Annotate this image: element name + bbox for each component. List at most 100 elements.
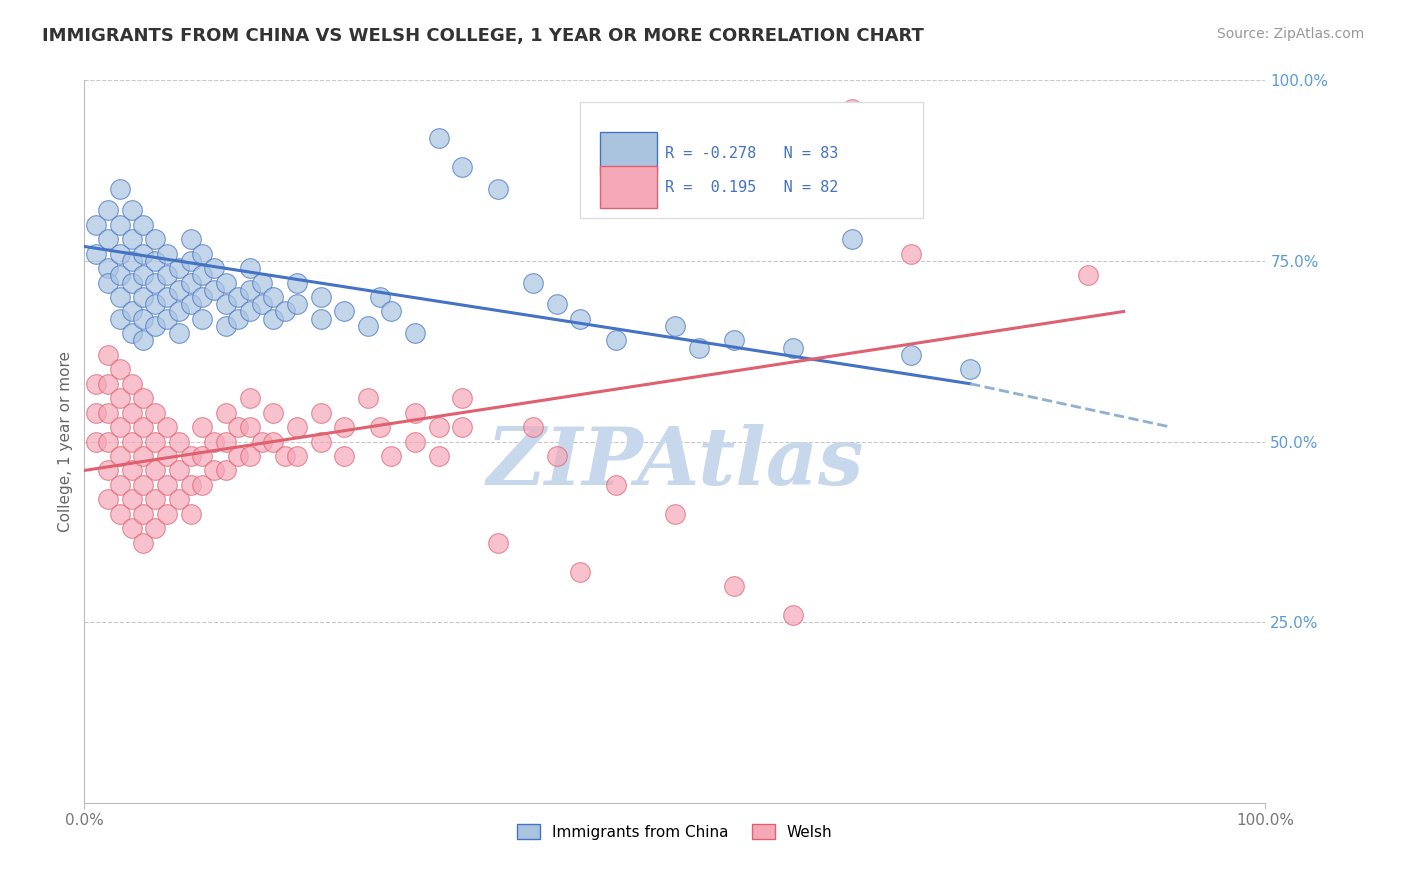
Point (121, 326, 143, 340)
Point (132, 535, 155, 549)
Point (605, 334, 627, 348)
Point (121, 304, 143, 318)
Point (239, 283, 262, 297)
Text: Source: ZipAtlas.com: Source: ZipAtlas.com (1216, 27, 1364, 41)
Point (121, 203, 143, 218)
Point (782, 607, 804, 622)
Point (215, 434, 238, 449)
Point (143, 492, 166, 507)
Point (180, 478, 202, 492)
Text: R =  0.195   N = 82: R = 0.195 N = 82 (665, 179, 839, 194)
Point (239, 304, 262, 318)
Point (900, 348, 922, 362)
Point (191, 246, 214, 260)
Point (97, 232, 120, 246)
Point (167, 492, 190, 507)
Point (132, 246, 155, 260)
Legend: Immigrants from China, Welsh: Immigrants from China, Welsh (512, 818, 838, 846)
Point (688, 341, 710, 355)
Point (121, 406, 143, 420)
Point (97, 406, 120, 420)
Point (191, 420, 214, 434)
Point (333, 304, 356, 318)
Point (132, 268, 155, 283)
Point (108, 449, 131, 463)
Point (143, 434, 166, 449)
Point (285, 449, 308, 463)
Point (108, 391, 131, 405)
Point (143, 463, 166, 477)
Point (486, 535, 509, 549)
Point (108, 362, 131, 376)
Point (333, 420, 356, 434)
Point (191, 290, 214, 304)
Point (546, 297, 568, 311)
Point (132, 478, 155, 492)
Point (569, 565, 592, 579)
Point (262, 434, 284, 449)
Point (191, 478, 214, 492)
Point (84, 246, 107, 260)
Point (486, 182, 509, 196)
Point (333, 449, 356, 463)
Point (108, 420, 131, 434)
Point (357, 391, 380, 405)
Point (782, 341, 804, 355)
Point (97, 348, 120, 362)
Text: IMMIGRANTS FROM CHINA VS WELSH COLLEGE, 1 YEAR OR MORE CORRELATION CHART: IMMIGRANTS FROM CHINA VS WELSH COLLEGE, … (42, 27, 924, 45)
Point (404, 406, 426, 420)
Point (180, 449, 202, 463)
Point (202, 283, 225, 297)
Point (132, 290, 155, 304)
Point (180, 253, 202, 268)
Point (97, 463, 120, 477)
Point (226, 420, 249, 434)
Point (285, 420, 308, 434)
Point (156, 268, 179, 283)
Point (156, 478, 179, 492)
Point (167, 434, 190, 449)
Point (84, 406, 107, 420)
Point (121, 376, 143, 391)
Point (143, 406, 166, 420)
Point (226, 311, 249, 326)
Point (239, 449, 262, 463)
Point (132, 391, 155, 405)
Point (108, 246, 131, 260)
Point (309, 406, 332, 420)
Point (121, 492, 143, 507)
Point (143, 232, 166, 246)
Point (664, 507, 686, 521)
Point (121, 232, 143, 246)
Point (97, 203, 120, 218)
Point (664, 318, 686, 333)
Point (427, 449, 450, 463)
Point (226, 290, 249, 304)
Point (250, 297, 273, 311)
Point (167, 283, 190, 297)
Point (605, 478, 627, 492)
Point (108, 478, 131, 492)
Point (380, 449, 402, 463)
Point (357, 318, 380, 333)
Point (132, 334, 155, 348)
Point (84, 218, 107, 232)
Point (132, 507, 155, 521)
Point (451, 160, 474, 174)
Point (143, 276, 166, 290)
Point (167, 326, 190, 340)
Point (262, 290, 284, 304)
Point (108, 182, 131, 196)
Point (239, 391, 262, 405)
Point (309, 434, 332, 449)
Y-axis label: College, 1 year or more: College, 1 year or more (58, 351, 73, 532)
Point (180, 297, 202, 311)
Point (132, 311, 155, 326)
Point (167, 261, 190, 276)
Point (84, 434, 107, 449)
Point (900, 246, 922, 260)
Point (841, 232, 863, 246)
Point (108, 268, 131, 283)
Point (143, 318, 166, 333)
Point (274, 449, 297, 463)
